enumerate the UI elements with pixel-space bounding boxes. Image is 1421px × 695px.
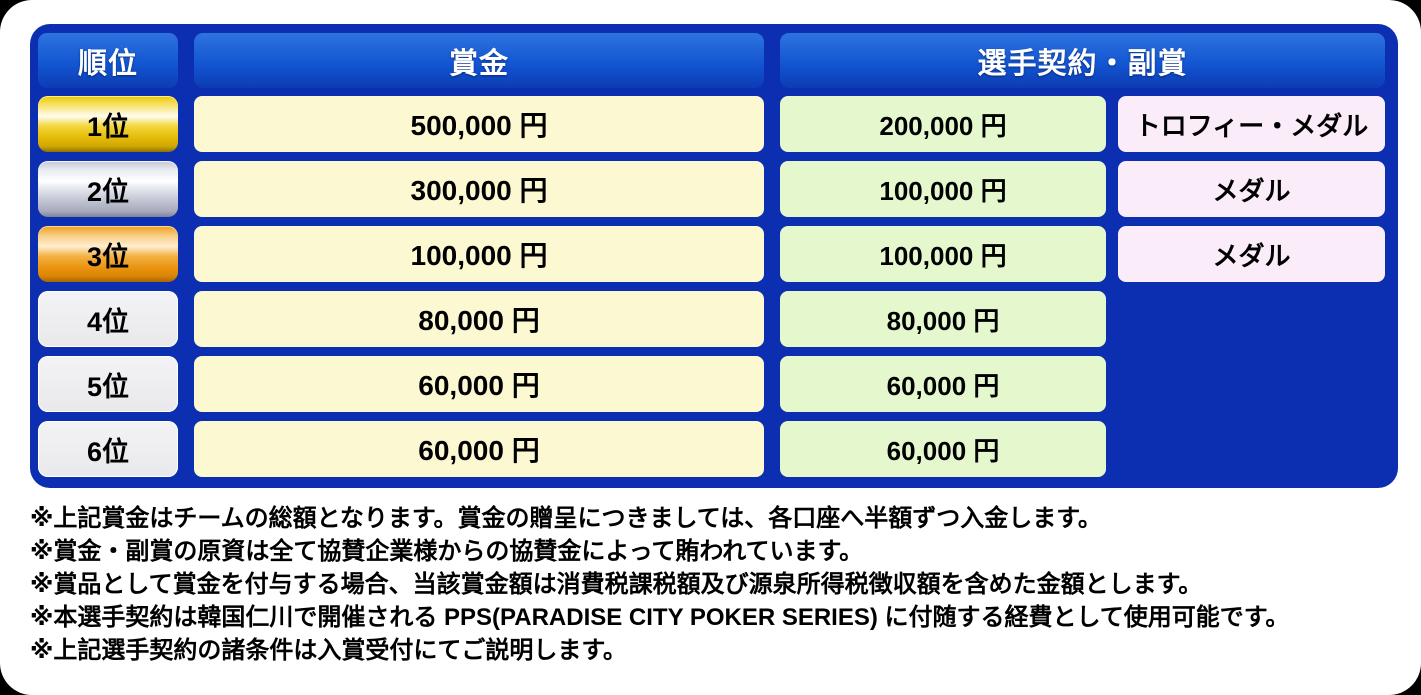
subprize-cell-3: メダル [1118, 226, 1385, 282]
footnote-4: ※本選手契約は韓国仁川で開催される PPS(PARADISE CITY POKE… [30, 604, 1290, 631]
rank-badge-6: 6位 [38, 421, 178, 477]
contract-cell-6: 60,000 円 [780, 421, 1106, 477]
footnotes: ※上記賞金はチームの総額となります。賞金の贈呈につきましては、各口座へ半額ずつ入… [30, 502, 1402, 667]
subprize-cell-1: トロフィー・メダル [1118, 96, 1385, 152]
prize-table-panel: 順位 賞金 選手契約・副賞 1位 500,000 円 200,000 円 トロフ… [30, 24, 1398, 488]
rank-badge-1: 1位 [38, 96, 178, 152]
header-rank: 順位 [38, 33, 178, 88]
rank-badge-4: 4位 [38, 291, 178, 347]
header-contract-subprize: 選手契約・副賞 [780, 33, 1385, 88]
contract-cell-4: 80,000 円 [780, 291, 1106, 347]
header-prize: 賞金 [194, 33, 764, 88]
rank-badge-3: 3位 [38, 226, 178, 282]
prize-cell-3: 100,000 円 [194, 226, 764, 282]
footnote-1: ※上記賞金はチームの総額となります。賞金の贈呈につきましては、各口座へ半額ずつ入… [30, 505, 1102, 532]
prize-cell-6: 60,000 円 [194, 421, 764, 477]
contract-cell-3: 100,000 円 [780, 226, 1106, 282]
footnote-5: ※上記選手契約の諸条件は入賞受付にてご説明します。 [30, 637, 627, 664]
contract-cell-1: 200,000 円 [780, 96, 1106, 152]
prize-cell-1: 500,000 円 [194, 96, 764, 152]
footnote-2: ※賞金・副賞の原資は全て協賛企業様からの協賛金によって賄われています。 [30, 538, 864, 565]
contract-cell-2: 100,000 円 [780, 161, 1106, 217]
prize-cell-2: 300,000 円 [194, 161, 764, 217]
prize-cell-4: 80,000 円 [194, 291, 764, 347]
rank-badge-5: 5位 [38, 356, 178, 412]
prize-cell-5: 60,000 円 [194, 356, 764, 412]
subprize-cell-2: メダル [1118, 161, 1385, 217]
contract-cell-5: 60,000 円 [780, 356, 1106, 412]
rank-badge-2: 2位 [38, 161, 178, 217]
footnote-3: ※賞品として賞金を付与する場合、当該賞金額は消費税課税額及び源泉所得税徴収額を含… [30, 571, 1203, 598]
